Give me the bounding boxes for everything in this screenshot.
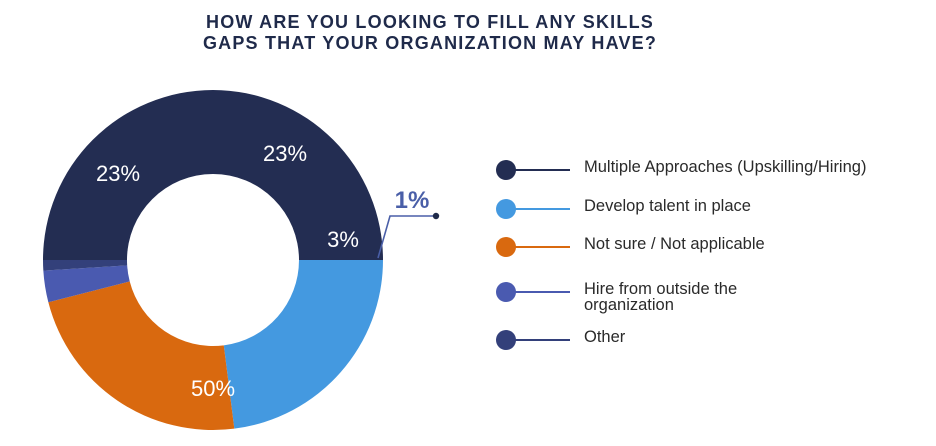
- legend-item: Multiple Approaches (Upskilling/Hiring): [496, 156, 916, 186]
- legend-label: Other: [584, 328, 904, 346]
- legend-label-line: Not sure / Not applicable: [584, 235, 765, 253]
- slice-multiple-approaches-upskilling-hiring: [43, 90, 383, 260]
- legend-swatch: [496, 160, 516, 180]
- legend-item: Develop talent in place: [496, 195, 916, 225]
- legend-label: Develop talent in place: [584, 197, 904, 215]
- legend-swatch: [496, 199, 516, 219]
- callout-value-label: 1%: [395, 187, 430, 214]
- slice-value-label: 3%: [327, 227, 359, 252]
- chart-title-line-2: GAPS THAT YOUR ORGANIZATION MAY HAVE?: [202, 33, 658, 53]
- callout-dot: [432, 212, 440, 220]
- legend-swatch: [496, 330, 516, 350]
- legend-connector-line: [514, 208, 570, 210]
- legend-connector-line: [514, 246, 570, 248]
- legend-swatch: [496, 282, 516, 302]
- chart-title-line-1: HOW ARE YOU LOOKING TO FILL ANY SKILLS: [206, 12, 654, 32]
- legend-label-line: Other: [584, 328, 626, 346]
- callout-line: [377, 215, 436, 259]
- legend-label-line: Hire from outside the: [584, 280, 738, 298]
- slice-value-label: 23%: [263, 141, 307, 166]
- slice-develop-talent-in-place: [223, 260, 383, 429]
- legend-item: Not sure / Not applicable: [496, 233, 916, 263]
- legend-connector-line: [514, 169, 570, 171]
- legend-item: Other: [496, 326, 916, 356]
- legend-connector-line: [514, 291, 570, 293]
- legend-item: Hire from outside the organization: [496, 278, 916, 313]
- chart-title: HOW ARE YOU LOOKING TO FILL ANY SKILLS G…: [0, 12, 860, 54]
- legend-label: Multiple Approaches (Upskilling/Hiring): [584, 158, 904, 176]
- slice-other: [43, 260, 128, 271]
- legend-label-line: Multiple Approaches (Upskilling/Hiring): [584, 158, 867, 176]
- legend-label-line: Develop talent in place: [584, 197, 751, 215]
- legend-label-line: organization: [584, 296, 674, 314]
- slice-value-label: 23%: [96, 161, 140, 186]
- slice-hire-from-outside-the-organization: [43, 265, 130, 303]
- legend-connector-line: [514, 339, 570, 341]
- legend-label: Hire from outside the organization: [584, 280, 904, 314]
- slice-value-label: 50%: [191, 376, 235, 401]
- slice-not-sure-not-applicable: [48, 281, 235, 430]
- legend-swatch: [496, 237, 516, 257]
- legend-label: Not sure / Not applicable: [584, 235, 904, 253]
